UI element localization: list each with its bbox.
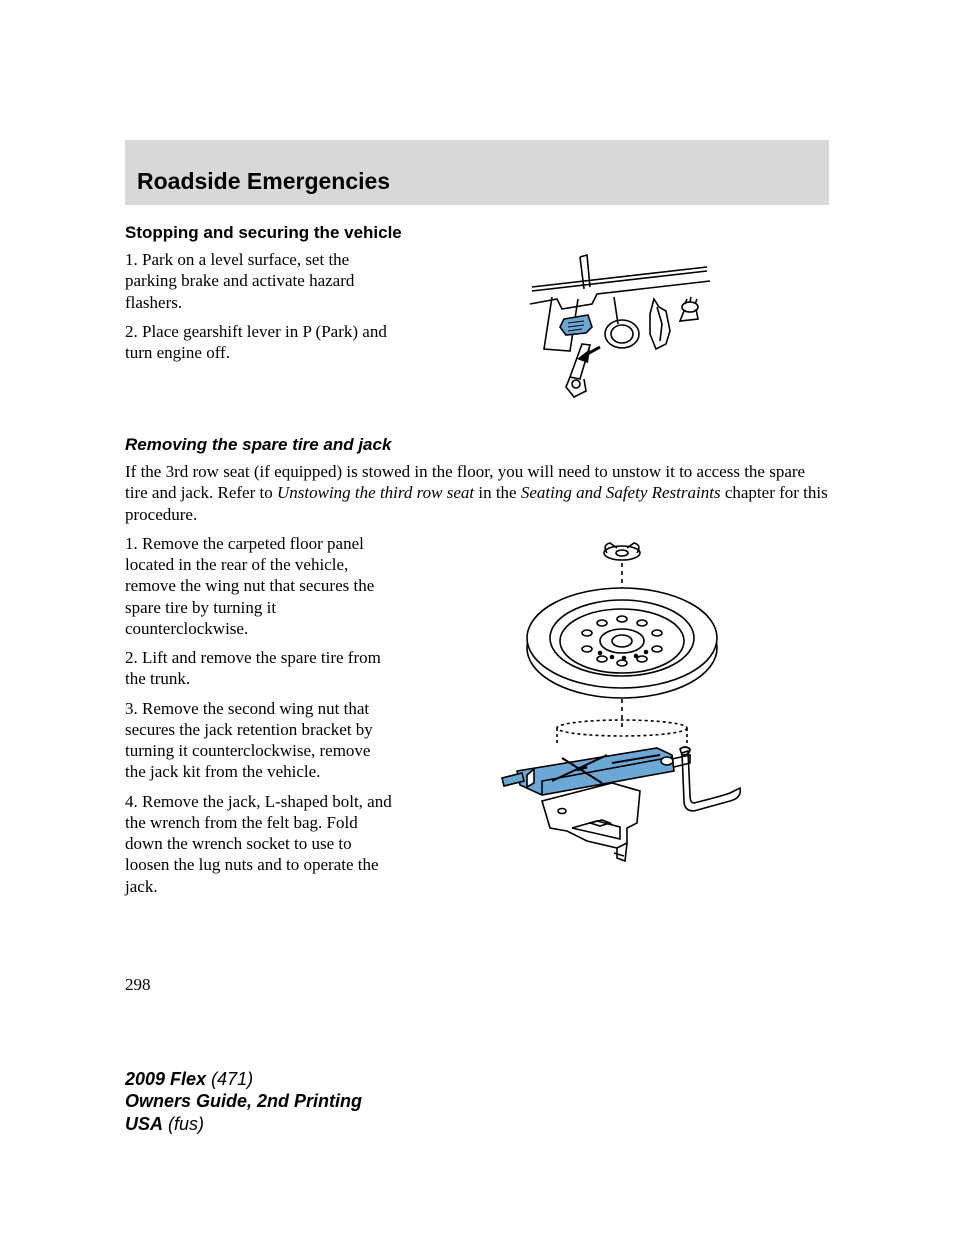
step-text: 4. Remove the jack, L-shaped bolt, and t… xyxy=(125,791,395,897)
step-text: 2. Place gearshift lever in P (Park) and… xyxy=(125,321,395,364)
intro-paragraph: If the 3rd row seat (if equipped) is sto… xyxy=(125,461,829,525)
footer-model-code: (471) xyxy=(206,1069,253,1089)
footer-region-code: (fus) xyxy=(163,1114,204,1134)
text-run-italic: Seating and Safety Restraints xyxy=(521,483,721,502)
page-header-title: Roadside Emergencies xyxy=(137,168,390,195)
footer-guide: Owners Guide, 2nd Printing xyxy=(125,1090,362,1113)
section-heading-stopping: Stopping and securing the vehicle xyxy=(125,223,829,243)
figure-spare-tire-jack xyxy=(472,533,772,873)
page-number: 298 xyxy=(125,975,829,995)
footer-region: USA xyxy=(125,1114,163,1134)
text-run: in the xyxy=(474,483,521,502)
step-text: 1. Park on a level surface, set the park… xyxy=(125,249,395,313)
step-text: 1. Remove the carpeted floor panel locat… xyxy=(125,533,395,639)
step-text: 3. Remove the second wing nut that secur… xyxy=(125,698,395,783)
page-header-bar: Roadside Emergencies xyxy=(125,140,829,205)
figure-parking-brake xyxy=(522,249,722,419)
step-text: 2. Lift and remove the spare tire from t… xyxy=(125,647,395,690)
footer-model: 2009 Flex xyxy=(125,1069,206,1089)
footer-block: 2009 Flex (471) Owners Guide, 2nd Printi… xyxy=(125,1068,362,1136)
section-heading-spare-tire: Removing the spare tire and jack xyxy=(125,435,829,455)
text-run-italic: Unstowing the third row seat xyxy=(277,483,474,502)
